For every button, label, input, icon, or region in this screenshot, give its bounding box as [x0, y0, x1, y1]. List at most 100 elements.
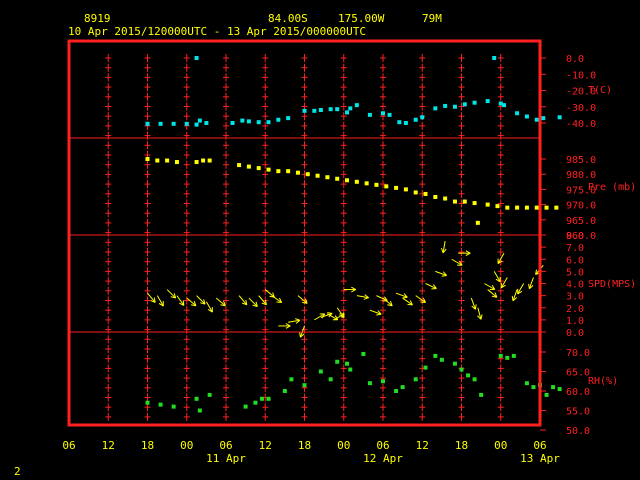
data-point [197, 118, 202, 123]
data-point [381, 379, 385, 384]
data-point [459, 367, 464, 372]
wind-arrow-head [403, 293, 408, 298]
wind-arrow [320, 312, 333, 318]
wind-arrow [186, 297, 197, 307]
data-point [246, 164, 251, 169]
wind-arrow-head [241, 302, 247, 306]
data-point [534, 117, 539, 122]
data-point [515, 111, 520, 116]
data-point [345, 110, 350, 115]
data-point [256, 166, 261, 171]
x-tick-label: 00 [180, 439, 193, 452]
data-point [466, 373, 471, 378]
data-point [286, 169, 291, 174]
data-point [312, 108, 317, 113]
y-tick-label: 4.0 [566, 280, 584, 291]
y-tick-label: 55.0 [566, 407, 590, 418]
data-point [420, 115, 425, 120]
wind-arrow [196, 295, 206, 305]
data-point [328, 107, 333, 112]
x-tick-label: 00 [337, 439, 350, 452]
data-point [381, 111, 385, 116]
data-point [276, 117, 281, 122]
data-point [256, 120, 261, 125]
wind-arrow [271, 295, 282, 303]
panel-label: T(C) [588, 85, 612, 96]
data-point [498, 353, 503, 358]
y-tick-label: 50.0 [566, 426, 590, 437]
wind-arrow-head [512, 297, 518, 302]
data-point [145, 157, 150, 161]
wind-arrow-head [422, 297, 426, 303]
data-point [354, 179, 359, 184]
data-point [305, 172, 310, 177]
data-point [354, 103, 359, 108]
wind-arrow-head [477, 315, 482, 320]
data-point [201, 158, 206, 163]
y-tick-label: 70.0 [566, 348, 590, 359]
wind-arrow-head [474, 304, 477, 310]
y-axes: 0.0 -10.0 -20.0 -30.0 -40.0 T(C) 985.0 980.0 975… [540, 54, 636, 437]
data-point [423, 365, 428, 370]
wind-arrow [166, 289, 176, 299]
wind-arrow-head [459, 260, 463, 266]
data-point [266, 167, 271, 172]
x-day-label: 13 Apr [520, 452, 560, 465]
data-point [462, 199, 467, 204]
wind-arrow [369, 309, 382, 315]
wind-arrow-head [376, 313, 382, 316]
wind-arrow [435, 270, 447, 276]
y-tick-label: 0.0 [566, 54, 584, 65]
y-tick-label: 5.0 [566, 267, 584, 278]
wind-arrow-head [441, 274, 447, 277]
data-point [452, 104, 457, 109]
wind-arrow-head [295, 319, 301, 324]
data-point [230, 121, 235, 125]
data-point [524, 114, 529, 119]
data-point [204, 121, 209, 125]
wind-arrow-head [299, 332, 301, 338]
station-lat: 84.00S [268, 12, 308, 25]
data-point [155, 158, 160, 163]
wind-arrow [528, 277, 534, 289]
wind-arrow-head [511, 295, 514, 301]
y-tick-label: 7.0 [566, 243, 584, 254]
wind-arrow [395, 292, 408, 298]
wind-arrow [382, 297, 393, 307]
data-point [439, 357, 444, 362]
wind-arrow-head [495, 278, 501, 283]
data-point [207, 392, 212, 397]
data-point [541, 116, 546, 121]
data-point [505, 205, 510, 210]
wind-arrow-head [285, 323, 291, 327]
wind-arrow [156, 295, 164, 307]
wind-arrow [500, 277, 508, 289]
data-point [472, 201, 477, 206]
wind-arrow-head [442, 271, 447, 276]
wind-arrow-head [278, 297, 283, 303]
wind-arrow-head [223, 300, 226, 306]
data-point [171, 121, 176, 126]
data-point [495, 204, 500, 209]
data-point [384, 184, 389, 189]
wind-arrow-head [300, 333, 305, 338]
wind-arrow-head [465, 252, 471, 257]
data-point [531, 385, 536, 390]
y-tick-label: -30.0 [566, 103, 596, 114]
panel-label: RH(%) [588, 376, 618, 387]
data-point [240, 118, 245, 123]
data-point [237, 163, 242, 168]
data-point [194, 56, 199, 60]
station-lon: 175.00W [338, 12, 385, 25]
panel-label: SPD(MPS) [588, 279, 636, 290]
wind-arrow [238, 295, 248, 306]
data-point [400, 385, 405, 390]
y-tick-label: 1.0 [566, 316, 584, 327]
data-point [413, 190, 418, 195]
wind-arrow [258, 295, 267, 306]
wind-arrow-head [339, 314, 345, 319]
data-point [515, 205, 520, 210]
wind-arrow-head [433, 284, 437, 289]
data-point [197, 408, 202, 413]
data-point [472, 100, 477, 105]
